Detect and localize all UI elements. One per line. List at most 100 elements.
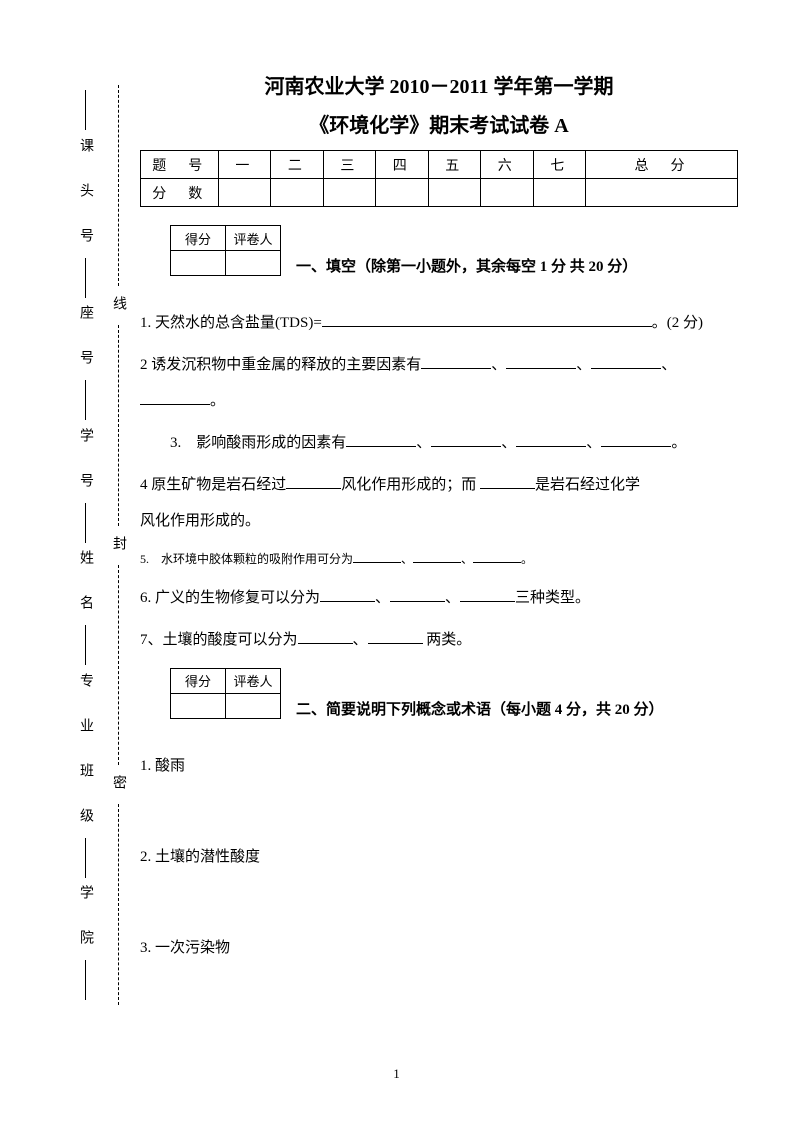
q-text: 1. 天然水的总含盐量(TDS)= [140, 315, 322, 331]
q-text: 是岩石经过化学 [535, 477, 640, 493]
section-heading: 一、填空（除第一小题外，其余每空 1 分 共 20 分） [296, 255, 637, 280]
dashed-line [118, 565, 119, 766]
blank [322, 311, 652, 327]
mini-header: 得分 [171, 226, 226, 251]
mini-cell [171, 251, 226, 276]
blank [320, 586, 375, 602]
grading-table: 得分 评卷人 [170, 225, 281, 276]
q-text: 三种类型。 [515, 590, 590, 606]
sep: 、 [416, 435, 431, 451]
question-3: 3. 影响酸雨形成的因素有、、、。 [140, 425, 738, 461]
question-2: 2 诱发沉积物中重金属的释放的主要因素有、、、。 [140, 347, 738, 419]
blank [298, 628, 353, 644]
q-text: 4 原生矿物是岩石经过 [140, 477, 286, 493]
mini-header: 评卷人 [226, 226, 281, 251]
sidebar-line [85, 258, 86, 298]
sep: 、 [661, 357, 676, 373]
blank [140, 389, 210, 405]
q-text: 6. 广义的生物修复可以分为 [140, 590, 320, 606]
blank [368, 628, 423, 644]
section-heading: 二、简要说明下列概念或术语（每小题 4 分，共 20 分） [296, 698, 664, 723]
blank [473, 549, 521, 563]
blank [431, 431, 501, 447]
seal-label: 封 [108, 526, 128, 565]
sidebar-line [85, 380, 86, 420]
sidebar-label: 学 院 [75, 885, 95, 952]
table-row: 分 数 [141, 179, 738, 207]
question-1: 1. 天然水的总含盐量(TDS)= 。(2 分) [140, 305, 738, 341]
grading-table: 得分 评卷人 [170, 668, 281, 719]
question-6: 6. 广义的生物修复可以分为 、 、 三种类型。 [140, 580, 738, 616]
page-title-2: 《环境化学》期末考试试卷 A [140, 109, 738, 138]
table-cell [218, 179, 270, 207]
q-text: 5. 水环境中胶体颗粒的吸附作用可分为 [140, 552, 353, 566]
q-text: 。 [521, 552, 533, 566]
table-cell: 分 数 [141, 179, 219, 207]
question-s2-1: 1. 酸雨 [140, 748, 738, 784]
table-cell [323, 179, 375, 207]
sidebar-label: 姓 名 [75, 550, 95, 617]
mini-header: 得分 [171, 668, 226, 693]
question-s2-2: 2. 土壤的潜性酸度 [140, 839, 738, 875]
blank [601, 431, 671, 447]
q-text: 。(2 分) [652, 315, 703, 331]
section-header-1: 得分 评卷人 一、填空（除第一小题外，其余每空 1 分 共 20 分） [140, 225, 738, 280]
sidebar-line [85, 625, 86, 665]
dashed-line [118, 85, 119, 286]
blank [480, 473, 535, 489]
sidebar-label: 课 头 号 [75, 138, 95, 250]
q-text: 风化作用形成的。 [140, 513, 260, 529]
table-header: 七 [533, 151, 585, 179]
dashed-line [118, 325, 119, 526]
seal-label: 线 [108, 286, 128, 325]
sidebar-line [85, 838, 86, 878]
q-text: 3. 影响酸雨形成的因素有 [170, 435, 346, 451]
blank [506, 353, 576, 369]
sep: 、 [445, 590, 460, 606]
blank [421, 353, 491, 369]
blank [516, 431, 586, 447]
q-text: 7、土壤的酸度可以分为 [140, 632, 298, 648]
blank [413, 549, 461, 563]
sidebar-label: 座 号 [75, 305, 95, 372]
binding-sidebar: 课 头 号 座 号 学 号 姓 名 专 业 班 级 学 院 [55, 85, 115, 1005]
sep: 、 [491, 357, 506, 373]
q-text: 。 [671, 435, 686, 451]
blank [346, 431, 416, 447]
mini-cell [171, 693, 226, 718]
blank [460, 586, 515, 602]
dashed-line [118, 804, 119, 1005]
page-number: 1 [393, 1066, 400, 1082]
table-cell [481, 179, 533, 207]
score-table: 题 号 一 二 三 四 五 六 七 总 分 分 数 [140, 150, 738, 207]
table-header: 三 [323, 151, 375, 179]
q-text: 。 [210, 393, 225, 409]
q-text: 风化作用形成的；而 [341, 477, 480, 493]
table-row: 题 号 一 二 三 四 五 六 七 总 分 [141, 151, 738, 179]
page-title-1: 河南农业大学 2010－2011 学年第一学期 [140, 70, 738, 99]
main-content: 河南农业大学 2010－2011 学年第一学期 《环境化学》期末考试试卷 A 题… [120, 70, 738, 966]
q-text: 两类。 [423, 632, 472, 648]
table-cell [376, 179, 428, 207]
table-cell [271, 179, 323, 207]
sep: 、 [375, 590, 390, 606]
blank [591, 353, 661, 369]
table-cell [586, 179, 738, 207]
seal-line: 线 封 密 [108, 85, 128, 1005]
blank [353, 549, 401, 563]
table-header: 四 [376, 151, 428, 179]
seal-label: 密 [108, 765, 128, 804]
question-7: 7、土壤的酸度可以分为 、 两类。 [140, 622, 738, 658]
sep: 、 [401, 552, 413, 566]
sidebar-line [85, 503, 86, 543]
sep: 、 [353, 632, 368, 648]
sidebar-label: 学 号 [75, 428, 95, 495]
table-header: 总 分 [586, 151, 738, 179]
sep: 、 [586, 435, 601, 451]
mini-cell [226, 251, 281, 276]
question-4: 4 原生矿物是岩石经过 风化作用形成的；而 是岩石经过化学风化作用形成的。 [140, 467, 738, 539]
question-s2-3: 3. 一次污染物 [140, 930, 738, 966]
table-header: 题 号 [141, 151, 219, 179]
table-header: 一 [218, 151, 270, 179]
sep: 、 [576, 357, 591, 373]
